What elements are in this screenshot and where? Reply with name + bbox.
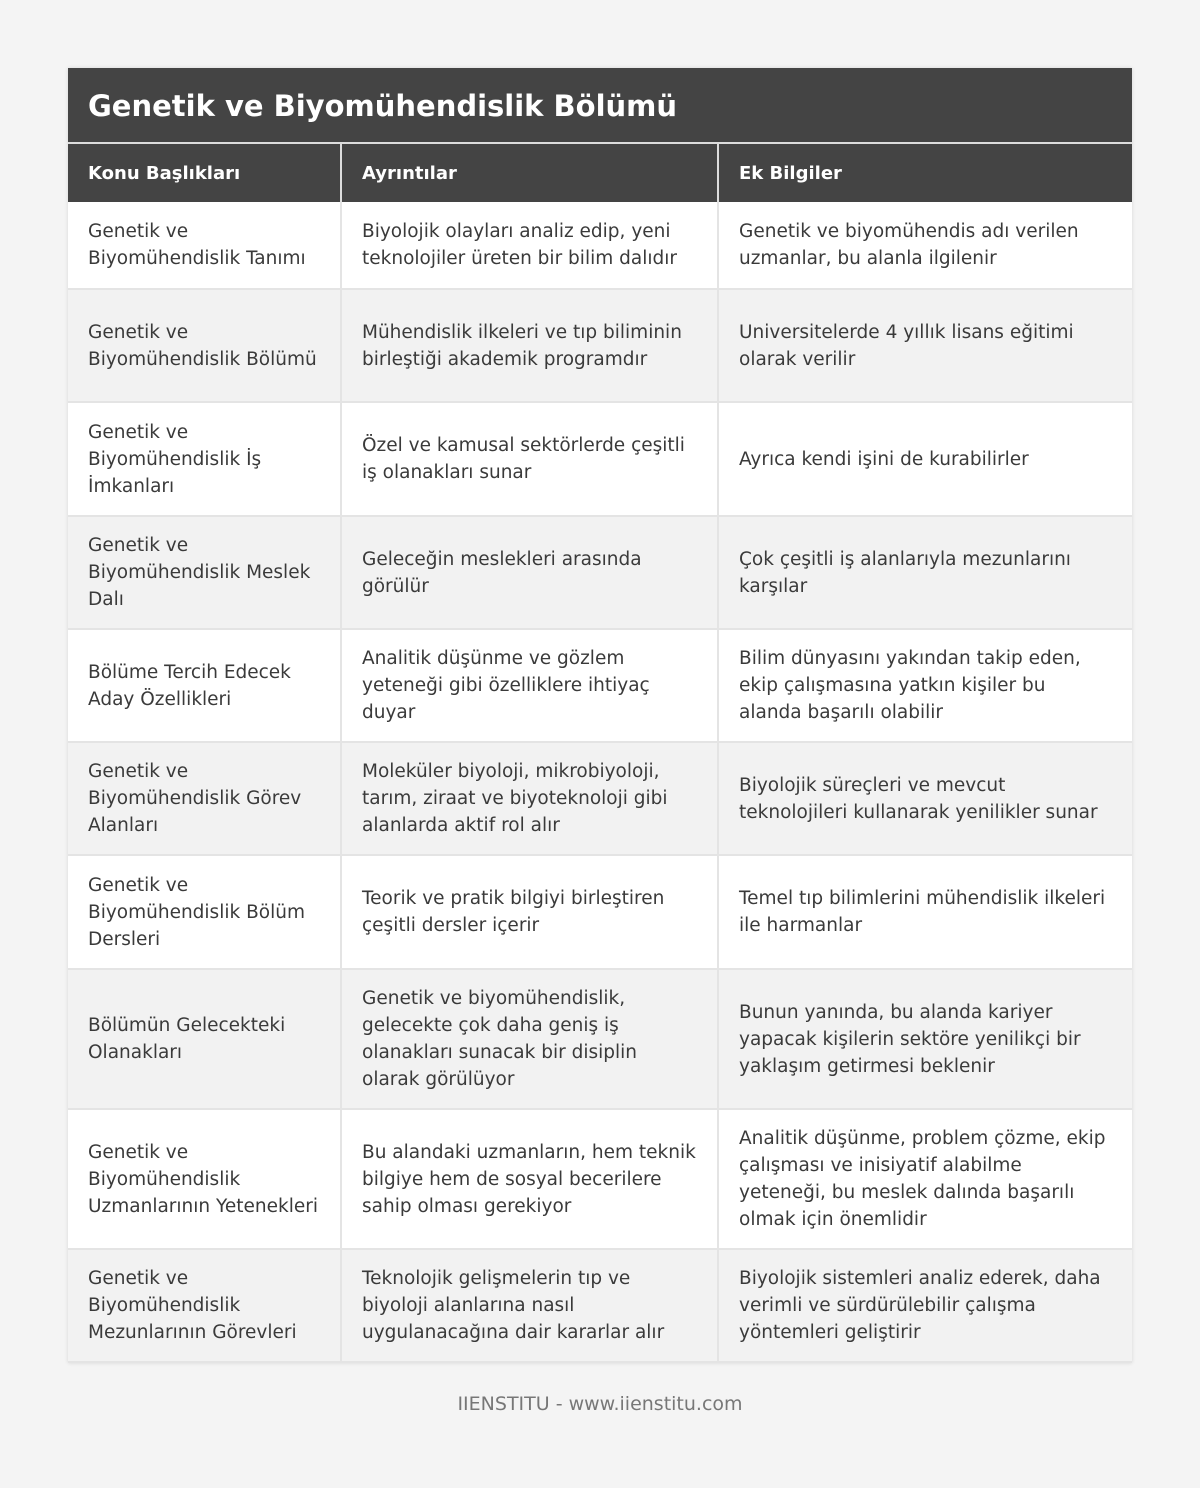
info-table: Konu Başlıkları Ayrıntılar Ek Bilgiler G… xyxy=(68,144,1132,1363)
footer-credit: IIENSTITU - www.iienstitu.com xyxy=(457,1393,743,1415)
topic-cell: Genetik ve Biyomühendislik Bölüm Dersler… xyxy=(68,855,342,970)
details-cell: Bu alandaki uzmanların, hem teknik bilgi… xyxy=(341,1109,719,1250)
details-cell: Geleceğin meslekleri arasında görülür xyxy=(341,516,719,630)
topic-cell: Genetik ve Biyomühendislik İş İmkanları xyxy=(68,402,342,517)
topic-cell: Genetik ve Biyomühendislik Görev Alanlar… xyxy=(68,742,342,856)
extra-info-cell: Ayrıca kendi işini de kurabilirler xyxy=(718,402,1132,517)
details-cell: Genetik ve biyomühendislik, gelecekte ço… xyxy=(341,969,719,1110)
extra-info-cell: Analitik düşünme, problem çözme, ekip ça… xyxy=(718,1109,1132,1250)
topic-cell: Genetik ve Biyomühendislik Tanımı xyxy=(68,202,342,290)
details-cell: Biyolojik olayları analiz edip, yeni tek… xyxy=(341,202,719,290)
table-row: Genetik ve Biyomühendislik İş İmkanları Ö… xyxy=(68,402,1132,517)
details-cell: Analitik düşünme ve gözlem yeteneği gibi… xyxy=(341,629,719,743)
details-cell: Teknolojik gelişmelerin tıp ve biyoloji … xyxy=(341,1249,719,1363)
table-title: Genetik ve Biyomühendislik Bölümü xyxy=(68,68,1132,144)
extra-info-cell: Çok çeşitli iş alanlarıyla mezunlarını k… xyxy=(718,516,1132,630)
topic-cell: Genetik ve Biyomühendislik Meslek Dalı xyxy=(68,516,342,630)
table-row: Genetik ve Biyomühendislik Meslek Dalı Ge… xyxy=(68,516,1132,630)
column-header: Konu Başlıkları xyxy=(68,144,342,202)
extra-info-cell: Universitelerde 4 yıllık lisans eğitimi … xyxy=(718,289,1132,403)
extra-info-cell: Bunun yanında, bu alanda kariyer yapacak… xyxy=(718,969,1132,1110)
table-row: Genetik ve Biyomühendislik Görev Alanlar… xyxy=(68,742,1132,856)
table-row: Bölümün Gelecekteki Olanakları Genetik ve… xyxy=(68,969,1132,1110)
table-row: Genetik ve Biyomühendislik Uzmanlarının … xyxy=(68,1109,1132,1250)
topic-cell: Genetik ve Biyomühendislik Mezunlarının … xyxy=(68,1249,342,1363)
details-cell: Moleküler biyoloji, mikrobiyoloji, tarım… xyxy=(341,742,719,856)
extra-info-cell: Biyolojik sistemleri analiz ederek, daha… xyxy=(718,1249,1132,1363)
table-card: Genetik ve Biyomühendislik Bölümü Konu B… xyxy=(68,68,1132,1363)
extra-info-cell: Genetik ve biyomühendis adı verilen uzma… xyxy=(718,202,1132,290)
table-row: Genetik ve Biyomühendislik Bölüm Dersler… xyxy=(68,855,1132,970)
details-cell: Teorik ve pratik bilgiyi birleştiren çeş… xyxy=(341,855,719,970)
topic-cell: Bölümün Gelecekteki Olanakları xyxy=(68,969,342,1110)
table-row: Genetik ve Biyomühendislik Tanımı Biyoloj… xyxy=(68,202,1132,290)
extra-info-cell: Bilim dünyasını yakından takip eden, eki… xyxy=(718,629,1132,743)
details-cell: Mühendislik ilkeleri ve tıp biliminin bi… xyxy=(341,289,719,403)
column-header: Ayrıntılar xyxy=(341,144,719,202)
header-row: Konu Başlıkları Ayrıntılar Ek Bilgiler xyxy=(68,144,1132,202)
topic-cell: Genetik ve Biyomühendislik Uzmanlarının … xyxy=(68,1109,342,1250)
topic-cell: Genetik ve Biyomühendislik Bölümü xyxy=(68,289,342,403)
details-cell: Özel ve kamusal sektörlerde çeşitli iş o… xyxy=(341,402,719,517)
extra-info-cell: Temel tıp bilimlerini mühendislik ilkele… xyxy=(718,855,1132,970)
table-row: Genetik ve Biyomühendislik Bölümü Mühendi… xyxy=(68,289,1132,403)
table-row: Bölüme Tercih Edecek Aday Özellikleri Ana… xyxy=(68,629,1132,743)
topic-cell: Bölüme Tercih Edecek Aday Özellikleri xyxy=(68,629,342,743)
extra-info-cell: Biyolojik süreçleri ve mevcut teknolojil… xyxy=(718,742,1132,856)
column-header: Ek Bilgiler xyxy=(718,144,1132,202)
table-row: Genetik ve Biyomühendislik Mezunlarının … xyxy=(68,1249,1132,1363)
